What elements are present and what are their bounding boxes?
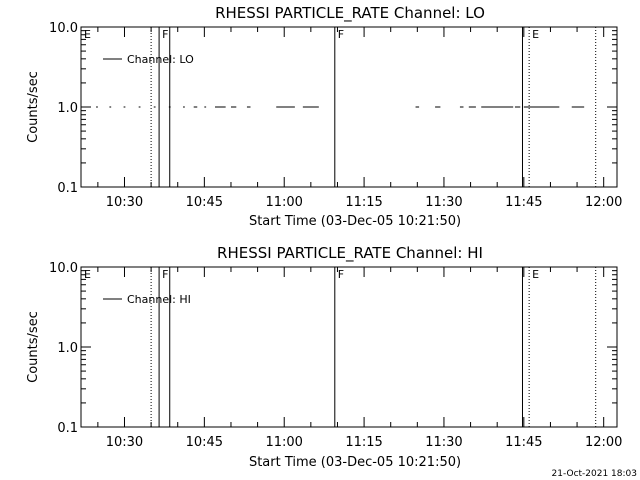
x-tick-label: 11:30 xyxy=(425,435,462,450)
panel-lo: RHESSI PARTICLE_RATE Channel: LO 0.1 1.0 10… xyxy=(26,4,622,229)
y-tick-label: 1.0 xyxy=(57,101,78,116)
chart-title: RHESSI PARTICLE_RATE Channel: HI xyxy=(217,244,483,263)
annotation-label: F xyxy=(162,28,168,41)
x-tick-label: 10:45 xyxy=(186,195,223,210)
x-tick-label: 10:30 xyxy=(106,435,143,450)
legend-label: Channel: HI xyxy=(127,293,191,306)
chart-title: RHESSI PARTICLE_RATE Channel: LO xyxy=(215,4,485,23)
x-tick-label: 11:00 xyxy=(265,435,302,450)
x-tick-label: 11:15 xyxy=(345,195,382,210)
footer-timestamp: 21-Oct-2021 18:03 xyxy=(552,469,637,479)
annotation-label: E xyxy=(84,268,91,281)
x-tick-label: 11:45 xyxy=(505,435,542,450)
x-tick-label: 10:30 xyxy=(106,195,143,210)
annotation-label: E xyxy=(532,268,539,281)
x-tick-label: 10:45 xyxy=(186,435,223,450)
x-tick-label: 12:00 xyxy=(585,435,622,450)
panel-hi: RHESSI PARTICLE_RATE Channel: HI 0.1 1.0 10… xyxy=(26,244,622,470)
x-axis-label: Start Time (03-Dec-05 10:21:50) xyxy=(249,214,461,229)
annotation-label: E xyxy=(84,28,91,41)
annotation-label: E xyxy=(532,28,539,41)
y-tick-label: 1.0 xyxy=(57,341,78,356)
x-tick-label: 11:15 xyxy=(345,435,382,450)
y-axis-label: Counts/sec xyxy=(26,71,41,143)
y-tick-label: 10.0 xyxy=(49,21,78,36)
x-axis-label: Start Time (03-Dec-05 10:21:50) xyxy=(249,455,461,470)
annotation-label: F xyxy=(162,268,168,281)
x-tick-label: 12:00 xyxy=(585,195,622,210)
plot-frame xyxy=(80,266,618,428)
x-tick-label: 11:00 xyxy=(265,195,302,210)
x-tick-label: 11:45 xyxy=(505,195,542,210)
legend-label: Channel: LO xyxy=(127,53,194,66)
x-tick-label: 11:30 xyxy=(425,195,462,210)
y-axis-label: Counts/sec xyxy=(26,311,41,383)
y-tick-label: 10.0 xyxy=(49,261,78,276)
y-tick-label: 0.1 xyxy=(57,421,78,436)
annotation-label: F xyxy=(338,28,344,41)
annotation-label: F xyxy=(338,268,344,281)
y-tick-label: 0.1 xyxy=(57,181,78,196)
